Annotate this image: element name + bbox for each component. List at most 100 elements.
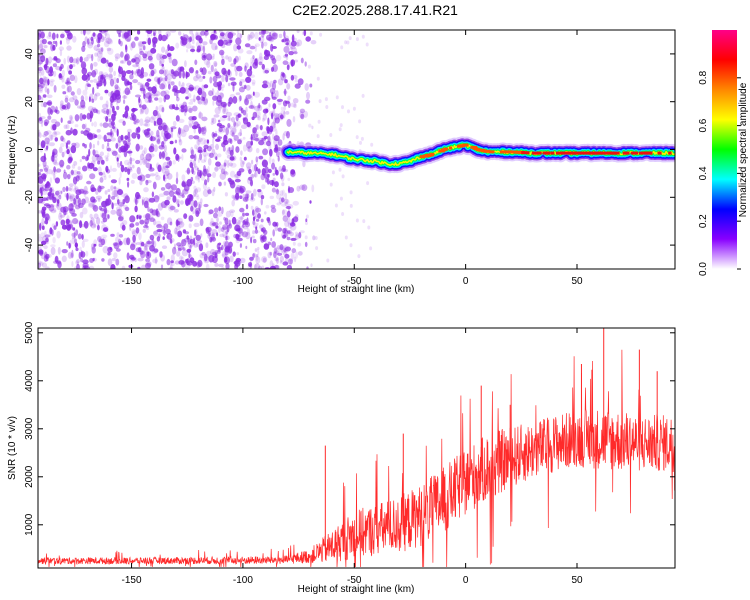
noise-speck <box>91 38 94 45</box>
snr-line <box>38 349 675 568</box>
noise-speck <box>92 205 99 212</box>
noise-speck <box>165 156 171 161</box>
noise-speck <box>175 225 181 231</box>
noise-speck <box>210 64 214 73</box>
noise-speck <box>263 243 270 250</box>
noise-speck <box>148 167 155 172</box>
noise-speck <box>258 37 261 41</box>
noise-speck <box>110 179 117 184</box>
noise-speck <box>218 80 222 86</box>
noise-speck <box>365 42 369 47</box>
noise-speck <box>244 62 249 69</box>
noise-speck <box>131 41 136 49</box>
signal-peak <box>465 143 469 147</box>
noise-speck <box>105 200 109 207</box>
noise-speck <box>348 36 352 41</box>
noise-speck <box>178 81 181 87</box>
noise-speck <box>250 193 254 201</box>
noise-speck <box>287 230 291 234</box>
noise-speck <box>270 43 274 52</box>
noise-speck <box>162 124 167 132</box>
noise-speck <box>156 117 163 126</box>
spectrogram-x-ticks: -150 -100 -50 0 50 <box>122 30 583 287</box>
noise-speck <box>278 166 283 172</box>
noise-speck <box>181 194 185 198</box>
noise-speck <box>129 168 133 172</box>
noise-speck <box>76 171 81 175</box>
noise-speck <box>68 120 74 124</box>
noise-speck <box>252 133 259 138</box>
noise-speck <box>55 189 62 197</box>
noise-speck <box>151 238 155 247</box>
noise-speck <box>45 130 52 135</box>
noise-speck <box>225 55 229 60</box>
noise-speck <box>204 179 208 186</box>
noise-speck <box>123 150 128 158</box>
noise-speck <box>161 151 165 158</box>
noise-speck <box>87 71 93 77</box>
noise-speck <box>264 211 267 215</box>
signal-peak <box>443 147 449 151</box>
noise-speck <box>127 161 133 167</box>
noise-speck <box>124 110 129 119</box>
noise-speck <box>311 184 315 193</box>
noise-speck <box>96 217 101 225</box>
noise-speck <box>243 225 249 230</box>
noise-speck <box>121 33 125 39</box>
noise-speck <box>212 75 218 83</box>
noise-speck <box>148 93 155 99</box>
noise-speck <box>68 224 74 229</box>
noise-speck <box>185 96 189 100</box>
noise-speck <box>52 237 56 244</box>
noise-speck <box>198 75 204 83</box>
noise-speck <box>107 246 113 253</box>
noise-speck <box>113 252 118 259</box>
noise-speck <box>141 264 146 269</box>
noise-speck <box>105 37 112 44</box>
noise-speck <box>234 259 241 267</box>
noise-speck <box>100 122 103 128</box>
noise-speck <box>66 30 72 37</box>
noise-speck <box>261 131 268 137</box>
noise-speck <box>258 116 262 121</box>
noise-speck <box>91 160 96 166</box>
noise-speck <box>75 220 82 225</box>
noise-speck <box>141 199 144 206</box>
noise-speck <box>223 170 228 175</box>
noise-speck <box>181 180 186 187</box>
noise-speck <box>71 261 74 267</box>
noise-speck <box>257 265 263 269</box>
noise-speck <box>48 204 55 212</box>
noise-speck <box>172 160 176 165</box>
noise-speck <box>69 185 74 192</box>
noise-speck <box>277 227 283 232</box>
noise-speck <box>177 66 183 72</box>
noise-speck <box>135 159 141 165</box>
noise-speck <box>271 241 276 248</box>
noise-speck <box>255 147 260 154</box>
noise-speck <box>269 148 273 157</box>
noise-speck <box>278 139 283 146</box>
snr-frame <box>37 327 676 569</box>
noise-speck <box>48 229 52 237</box>
noise-speck <box>236 45 241 50</box>
noise-speck <box>75 57 80 65</box>
noise-speck <box>72 218 79 225</box>
noise-speck <box>175 177 179 185</box>
noise-speck <box>91 154 98 162</box>
noise-speck <box>160 216 165 221</box>
noise-speck <box>228 219 231 227</box>
noise-speck <box>153 90 161 97</box>
noise-speck <box>222 240 227 247</box>
noise-speck <box>234 224 241 232</box>
noise-speck <box>267 218 270 224</box>
noise-speck <box>222 139 225 145</box>
noise-speck <box>154 84 157 89</box>
noise-speck <box>38 172 42 176</box>
noise-speck <box>326 258 330 263</box>
page-title: C2E2.2025.288.17.41.R21 <box>292 2 458 18</box>
noise-speck <box>113 70 116 77</box>
noise-speck <box>61 249 68 254</box>
noise-speck <box>63 124 68 129</box>
noise-speck <box>62 186 66 193</box>
